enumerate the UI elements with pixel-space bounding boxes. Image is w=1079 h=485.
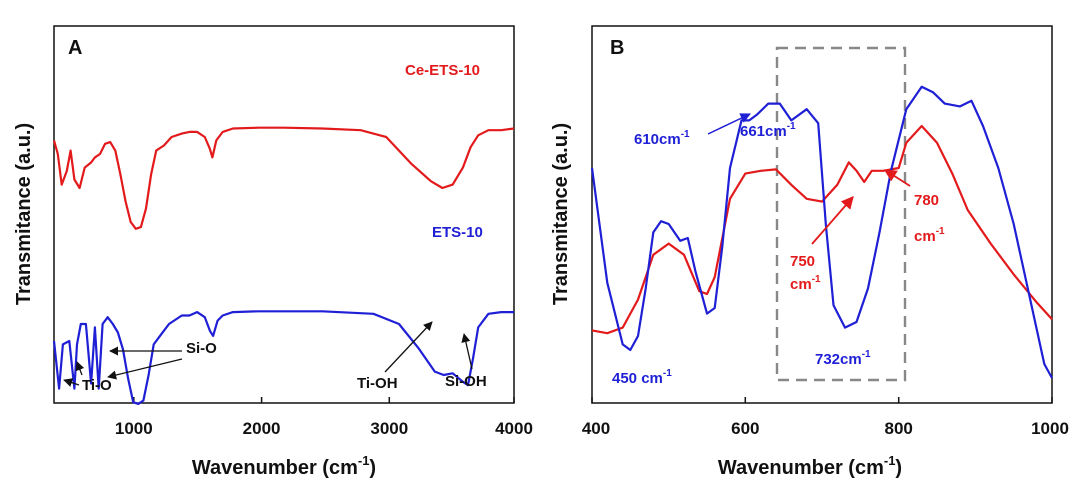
panel-b-annot-610: 610cm-1 [634, 129, 690, 148]
panel-b-arrow-750 [811, 196, 854, 245]
panel-a-xtick-label: 3000 [370, 419, 408, 438]
panel-a: A 1000 2000 3000 4000 Wavenumber (cm-1) … [13, 25, 533, 479]
panel-b-series-ets-10-line [590, 85, 1053, 379]
panel-b-xtick-label: 1000 [1031, 419, 1069, 438]
panel-a-arrow-ti-oh [384, 321, 433, 373]
panel-b-annot-732-main: 732cm [815, 351, 862, 368]
panel-a-annot-si-o: Si-O [186, 340, 217, 357]
panel-b-annot-661-sup: -1 [787, 121, 796, 132]
panel-a-xticks: 1000 2000 3000 4000 [115, 397, 533, 438]
panel-b-xticks: 400 600 800 1000 [582, 397, 1069, 438]
panel-b-xlabel-sup: -1 [884, 453, 896, 468]
panel-a-arrow-ti-o-1 [63, 378, 80, 387]
panel-a-label: A [68, 37, 82, 59]
panel-b-annot-780-unit-sup: -1 [936, 226, 945, 237]
panel-b-xtick-label: 800 [885, 419, 913, 438]
panel-a-xtick-label: 1000 [115, 419, 153, 438]
panel-a-series-ce-ets-10-line [52, 126, 515, 230]
panel-b-annot-780-unit-main: cm [914, 228, 936, 245]
panel-b-annot-780-unit: cm-1 [914, 226, 945, 245]
panel-b-annot-450: 450 cm-1 [612, 368, 672, 387]
panel-b: B 400 600 800 1000 Wavenumber (cm-1) Tra… [550, 25, 1069, 479]
panel-b-series-ce-ets-10-line [591, 124, 1053, 335]
panel-a-xtick-label: 2000 [243, 419, 281, 438]
panel-b-annot-661: 661cm-1 [740, 121, 796, 140]
panel-b-annot-750-value: 750 [790, 253, 815, 270]
panel-b-annot-780-value: 780 [914, 192, 939, 209]
panel-b-arrow-610 [707, 113, 751, 135]
panel-a-label-ets-10: ETS-10 [432, 224, 483, 241]
panel-b-xlabel: Wavenumber (cm-1) [718, 453, 902, 479]
panel-a-xlabel-sup: -1 [358, 453, 370, 468]
panel-b-annot-610-sup: -1 [681, 129, 690, 140]
panel-a-ylabel: Transmitance (a.u.) [13, 123, 35, 305]
panel-a-arrow-ti-o-2 [75, 361, 85, 376]
panel-a-arrow-si-oh [461, 333, 473, 370]
panel-a-xlabel-suffix: ) [369, 457, 376, 479]
panel-b-annot-450-sup: -1 [663, 368, 672, 379]
panel-b-annot-750-unit: cm-1 [790, 274, 821, 293]
panel-b-xtick-label: 400 [582, 419, 610, 438]
panel-b-label: B [610, 37, 624, 59]
panel-a-xtick-label: 4000 [495, 419, 533, 438]
panel-b-annot-661-main: 661cm [740, 123, 787, 140]
panel-a-frame [53, 25, 515, 404]
panel-b-annot-732: 732cm-1 [815, 349, 871, 368]
panel-b-annot-450-main: 450 cm [612, 370, 663, 387]
panel-b-highlight-box [775, 46, 907, 382]
panel-a-arrow-si-o-2 [107, 358, 183, 380]
panel-a-annot-ti-oh: Ti-OH [357, 375, 398, 392]
panel-b-ylabel: Transmitance (a.u.) [550, 123, 572, 305]
panel-a-label-ce-ets-10: Ce-ETS-10 [405, 62, 480, 79]
panel-a-xlabel: Wavenumber (cm-1) [192, 453, 376, 479]
panel-b-frame [591, 25, 1053, 404]
panel-b-annot-750-unit-sup: -1 [812, 274, 821, 285]
panel-b-annot-750-unit-main: cm [790, 276, 812, 293]
panel-a-annot-ti-o: Ti-O [82, 377, 112, 394]
panel-b-annot-610-main: 610cm [634, 131, 681, 148]
panel-b-annot-732-sup: -1 [862, 349, 871, 360]
panel-a-series-ets-10-line [52, 310, 514, 405]
panel-b-xlabel-main: Wavenumber (cm [718, 457, 884, 479]
panel-a-xlabel-main: Wavenumber (cm [192, 457, 358, 479]
panel-b-arrow-780 [883, 169, 911, 187]
panel-b-xlabel-suffix: ) [895, 457, 902, 479]
panel-a-annot-si-oh: Si-OH [445, 373, 487, 390]
panel-b-xtick-label: 600 [731, 419, 759, 438]
